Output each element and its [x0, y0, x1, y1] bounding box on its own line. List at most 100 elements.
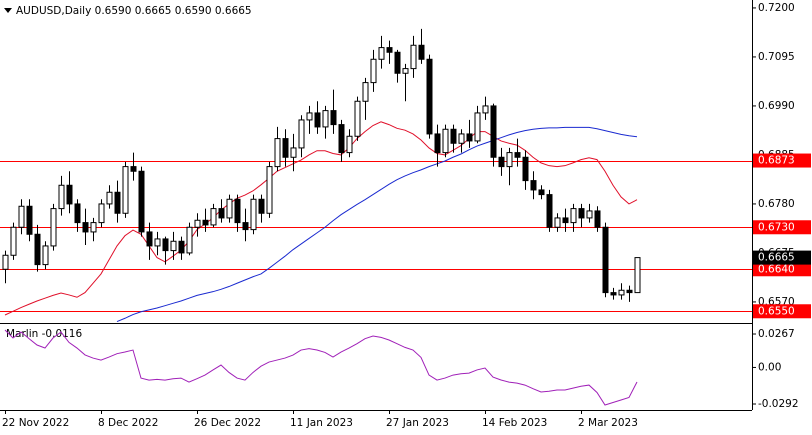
x-tick-label: 2 Mar 2023: [578, 417, 638, 429]
candle-body: [522, 156, 529, 182]
candle-body: [74, 203, 81, 224]
candle-body: [466, 133, 473, 142]
candle-body: [258, 198, 265, 214]
candle-body: [498, 156, 505, 168]
candle-body: [354, 100, 361, 137]
candle-body: [42, 245, 49, 266]
candle-body: [602, 226, 609, 294]
candle-body: [82, 222, 89, 233]
candle-body: [18, 205, 25, 228]
candle-body: [626, 289, 633, 294]
candle-body: [570, 208, 577, 224]
level-label: 0.6730: [758, 221, 795, 233]
level-label: 0.6550: [758, 305, 795, 317]
candle-body: [322, 110, 329, 128]
candle-body: [450, 128, 457, 144]
candle-body: [178, 240, 185, 254]
moving-average: [4, 121, 638, 316]
y-tick-label: 0.0267: [758, 328, 795, 340]
candle-body: [378, 47, 385, 60]
menu-arrow[interactable]: [4, 8, 12, 13]
candle-body: [10, 226, 17, 256]
candle-body: [306, 112, 313, 121]
candle-body: [114, 191, 121, 214]
candle-body: [98, 203, 105, 224]
x-tick-label: 27 Jan 2023: [386, 417, 449, 429]
candle-body: [154, 238, 161, 247]
candle-body: [610, 292, 617, 296]
moving-average: [116, 126, 638, 322]
candle-body: [458, 133, 465, 144]
candle-body: [490, 105, 497, 158]
chart-title: AUDUSD,Daily 0.6590 0.6665 0.6590 0.6665: [16, 5, 252, 17]
y-tick-label: 0.6780: [758, 198, 795, 210]
candle-body: [202, 219, 209, 226]
y-tick-label: 0.6990: [758, 100, 795, 112]
candle-body: [58, 184, 65, 210]
candle-body: [106, 191, 113, 205]
level-label: 0.6873: [758, 155, 795, 167]
candle-body: [194, 219, 201, 228]
candle-body: [250, 198, 257, 231]
candle-body: [346, 135, 353, 154]
candle-body: [138, 170, 145, 233]
last-price-label: 0.6665: [758, 252, 795, 264]
candle-body: [410, 44, 417, 70]
candle-body: [394, 51, 401, 74]
candle-body: [418, 44, 425, 60]
candle-body: [330, 110, 337, 126]
candle-body: [562, 217, 569, 224]
indicator-title: Marlin -0.0116: [6, 328, 82, 340]
candle-body: [282, 138, 289, 158]
candle-body: [482, 105, 489, 114]
candle-body: [50, 208, 57, 247]
level-label-box: [753, 153, 811, 168]
candle-body: [530, 180, 537, 191]
candle-body: [514, 152, 521, 158]
candle-body: [170, 240, 177, 252]
y-tick-label: 0.7095: [758, 51, 795, 63]
level-label-box: [753, 304, 811, 319]
y-tick-label: -0.0292: [758, 398, 799, 410]
candle-body: [162, 238, 169, 252]
candle-body: [362, 82, 369, 102]
level-label: 0.6640: [758, 263, 795, 275]
candle-body: [370, 58, 377, 84]
x-tick-label: 11 Jan 2023: [290, 417, 353, 429]
candle-body: [130, 166, 137, 172]
candle-body: [442, 128, 449, 154]
candle-body: [186, 226, 193, 254]
candle-body: [34, 233, 41, 266]
candle-body: [634, 257, 641, 294]
candle-body: [314, 112, 321, 128]
x-tick-label: 26 Dec 2022: [194, 417, 261, 429]
candle-body: [386, 47, 393, 53]
candle-body: [554, 217, 561, 228]
candle-body: [274, 138, 281, 168]
candle-body: [538, 189, 545, 196]
candle-body: [210, 208, 217, 226]
candle-body: [218, 208, 225, 219]
candle-body: [402, 68, 409, 74]
indicator-line: [4, 329, 638, 406]
candle-body: [618, 289, 625, 296]
candle-body: [266, 166, 273, 214]
x-tick-label: 14 Feb 2023: [482, 417, 547, 429]
y-tick-label: 0.7200: [758, 2, 795, 14]
candle-body: [586, 210, 593, 219]
candle-body: [234, 198, 241, 224]
candle-body: [290, 147, 297, 158]
candle-body: [146, 231, 153, 247]
candle-body: [578, 208, 585, 219]
x-tick-label: 8 Dec 2022: [98, 417, 158, 429]
candle-body: [594, 210, 601, 228]
x-tick-label: 22 Nov 2022: [2, 417, 69, 429]
candle-body: [66, 184, 73, 205]
y-tick-label: 0.00: [758, 361, 781, 373]
candle-body: [90, 222, 97, 233]
candle-body: [2, 254, 9, 270]
candle-body: [506, 152, 513, 168]
candle-body: [242, 222, 249, 231]
level-label-box: [753, 220, 811, 235]
